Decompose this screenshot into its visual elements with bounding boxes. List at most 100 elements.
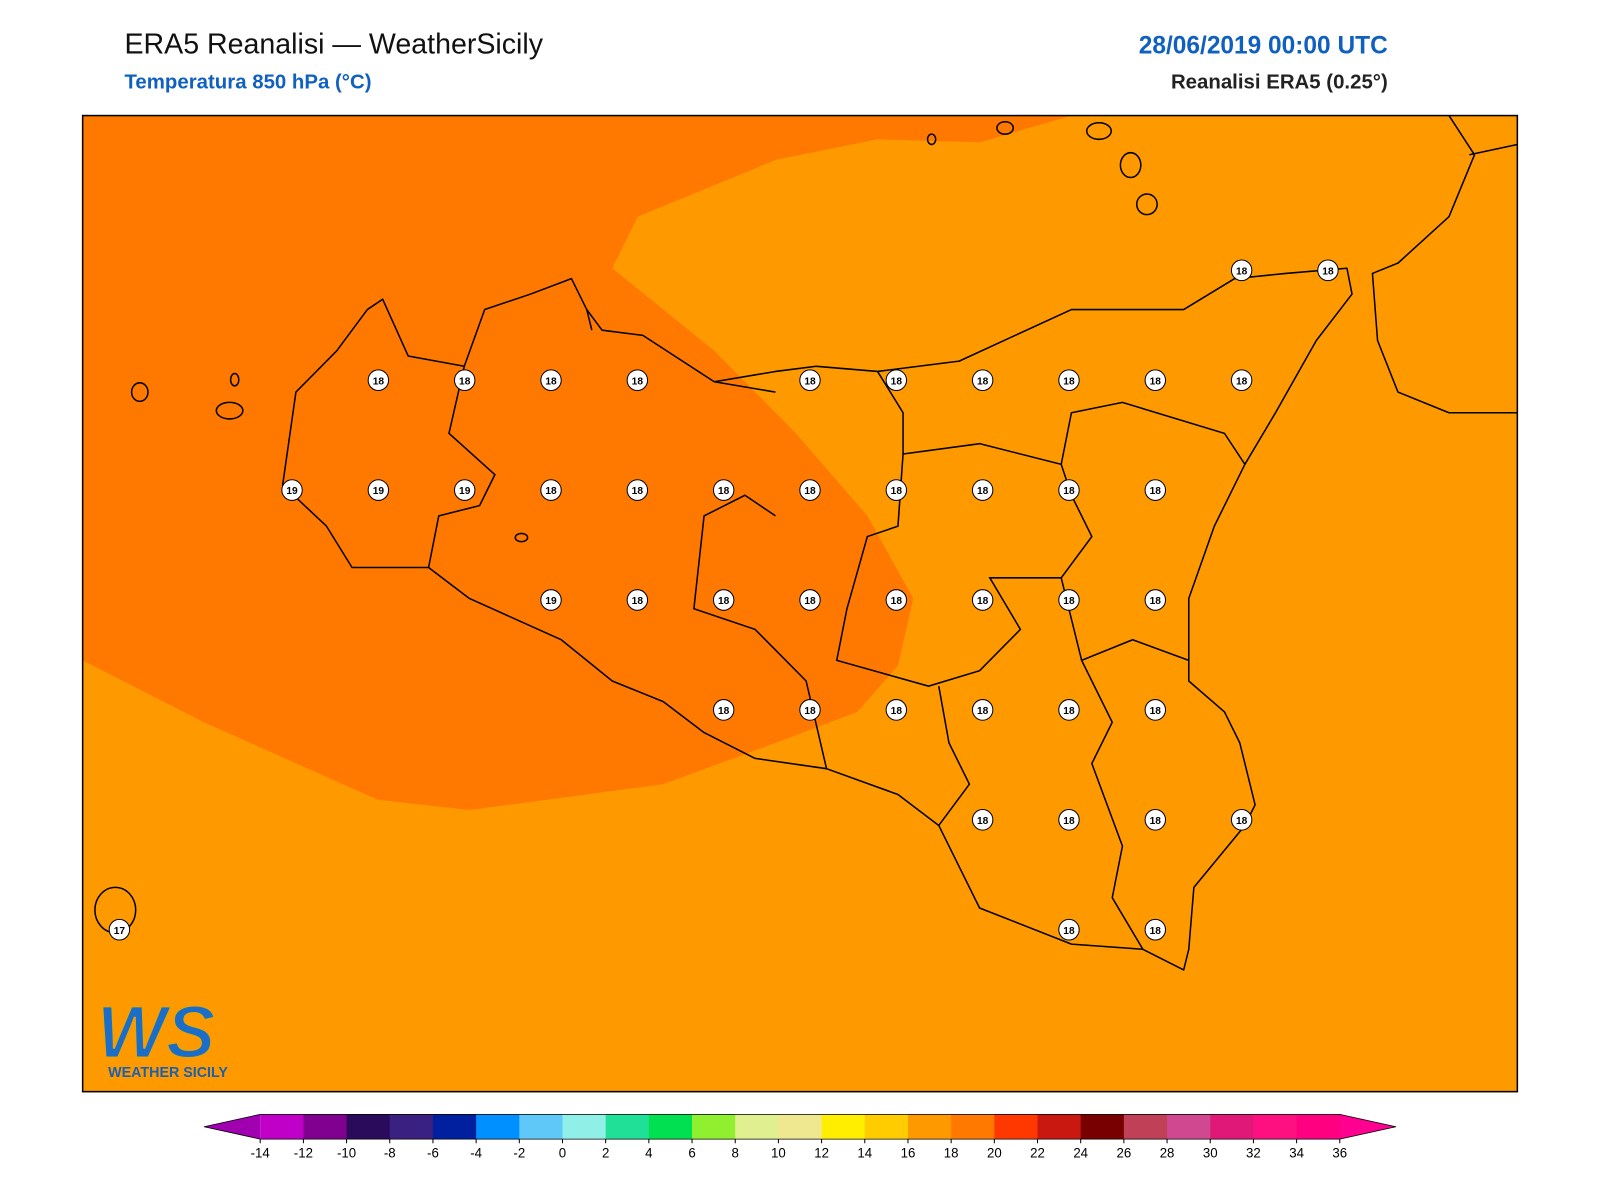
station-value: 18 bbox=[1236, 376, 1248, 387]
station-value: 19 bbox=[459, 486, 471, 497]
station-marker bbox=[885, 369, 908, 392]
colorbar-tick-label: -10 bbox=[337, 1146, 356, 1161]
station-marker bbox=[1317, 259, 1339, 282]
colorbar-bin bbox=[346, 1114, 391, 1140]
station-marker bbox=[712, 699, 735, 721]
station-value: 19 bbox=[545, 596, 557, 607]
station-marker bbox=[281, 479, 303, 501]
colorbar-bin bbox=[432, 1114, 477, 1140]
station-marker bbox=[799, 369, 821, 392]
station-marker bbox=[885, 699, 908, 721]
colorbar-bin bbox=[821, 1114, 866, 1140]
station-value: 18 bbox=[1150, 376, 1162, 387]
station-marker bbox=[971, 699, 994, 721]
station-marker bbox=[1144, 479, 1167, 501]
station-value: 18 bbox=[804, 486, 816, 497]
station-marker bbox=[712, 589, 735, 611]
station-marker bbox=[540, 589, 562, 611]
station-value: 18 bbox=[718, 486, 730, 497]
colorbar-tick-label: 20 bbox=[987, 1146, 1002, 1161]
colorbar-tick-label: 26 bbox=[1117, 1146, 1132, 1161]
station-marker bbox=[1144, 808, 1167, 831]
station-marker bbox=[1144, 699, 1167, 721]
station-marker bbox=[1058, 699, 1080, 721]
colorbar-bin bbox=[562, 1114, 607, 1140]
colorbar-tick-label: 0 bbox=[559, 1146, 566, 1161]
station-value: 18 bbox=[545, 376, 557, 387]
station-value: 18 bbox=[1236, 816, 1248, 827]
station-value: 18 bbox=[459, 376, 471, 387]
station-marker bbox=[799, 479, 821, 501]
colorbar-tick-label: 32 bbox=[1246, 1146, 1261, 1161]
station-marker bbox=[540, 479, 562, 501]
station-marker bbox=[108, 918, 131, 941]
colorbar-bin bbox=[1253, 1114, 1298, 1140]
colorbar-bin bbox=[692, 1114, 736, 1140]
colorbar-bin bbox=[389, 1114, 434, 1140]
colorbar-tick-label: 34 bbox=[1289, 1146, 1304, 1161]
colorbar-bin bbox=[476, 1114, 520, 1140]
colorbar-tick-label: -12 bbox=[294, 1146, 313, 1161]
colorbar-tick-label: 30 bbox=[1203, 1146, 1218, 1161]
station-marker bbox=[1058, 369, 1080, 392]
station-value: 18 bbox=[1236, 266, 1248, 277]
colorbar-tick-label: 8 bbox=[732, 1146, 739, 1161]
colorbar-bin bbox=[1296, 1114, 1341, 1140]
station-value: 18 bbox=[804, 376, 816, 387]
station-value: 18 bbox=[545, 486, 557, 497]
station-marker bbox=[1058, 918, 1080, 941]
colorbar-tick-label: 28 bbox=[1160, 1146, 1175, 1161]
colorbar-bin bbox=[1123, 1114, 1168, 1140]
station-value: 18 bbox=[977, 596, 989, 607]
colorbar-bin bbox=[994, 1114, 1039, 1140]
station-value: 18 bbox=[1063, 486, 1075, 497]
station-value: 18 bbox=[1150, 596, 1162, 607]
colorbar-tick-label: 36 bbox=[1332, 1146, 1347, 1161]
source: Reanalisi ERA5 (0.25°) bbox=[1171, 71, 1388, 94]
colorbar-bin bbox=[648, 1114, 693, 1140]
colorbar-tick-label: 10 bbox=[771, 1146, 786, 1161]
logo-mark: WS bbox=[97, 990, 215, 1073]
station-marker bbox=[971, 808, 994, 831]
colorbar-tick-label: 18 bbox=[944, 1146, 959, 1161]
station-value: 19 bbox=[286, 486, 298, 497]
calabria-coast bbox=[1371, 115, 1518, 414]
station-value: 18 bbox=[1322, 266, 1334, 277]
station-marker bbox=[1144, 589, 1167, 611]
station-value: 18 bbox=[718, 596, 730, 607]
station-marker bbox=[367, 479, 390, 501]
station-marker bbox=[885, 589, 908, 611]
station-marker bbox=[1230, 369, 1253, 392]
station-value: 18 bbox=[804, 596, 816, 607]
colorbar: -14 -12 -10 -8 -6 -4 -2 0 2 4 6 8 10 12 14 16 18 20 22 24 26… bbox=[203, 1113, 1397, 1161]
colorbar-tick-label: -14 bbox=[251, 1146, 271, 1161]
colorbar-tick-label: 12 bbox=[814, 1146, 829, 1161]
station-value: 18 bbox=[1150, 706, 1162, 717]
colorbar-bin bbox=[1210, 1114, 1254, 1140]
station-value: 18 bbox=[1063, 596, 1075, 607]
station-value: 18 bbox=[891, 486, 903, 497]
province-borders bbox=[427, 309, 1246, 950]
colorbar-tick-label: -2 bbox=[513, 1146, 525, 1161]
station-value: 17 bbox=[114, 926, 126, 937]
colorbar-bin bbox=[519, 1114, 563, 1140]
colorbar-tick-label: 14 bbox=[857, 1146, 872, 1161]
colorbar-bin bbox=[951, 1114, 995, 1140]
station-marker bbox=[799, 699, 821, 721]
station-value: 18 bbox=[373, 376, 385, 387]
colorbar-bin bbox=[1167, 1114, 1211, 1140]
logo-text: WEATHER SICILY bbox=[108, 1065, 228, 1081]
station-marker bbox=[453, 369, 476, 392]
station-value: 18 bbox=[977, 706, 989, 717]
colorbar-tick-label: 24 bbox=[1073, 1146, 1088, 1161]
colorbar-bin bbox=[303, 1114, 348, 1140]
colorbar-over bbox=[1339, 1114, 1396, 1140]
colorbar-tick-label: 2 bbox=[602, 1146, 609, 1161]
station-marker bbox=[971, 589, 994, 611]
station-value: 18 bbox=[977, 376, 989, 387]
station-value: 18 bbox=[1063, 376, 1075, 387]
station-value: 18 bbox=[1150, 816, 1162, 827]
colorbar-tick-label: 16 bbox=[901, 1146, 916, 1161]
